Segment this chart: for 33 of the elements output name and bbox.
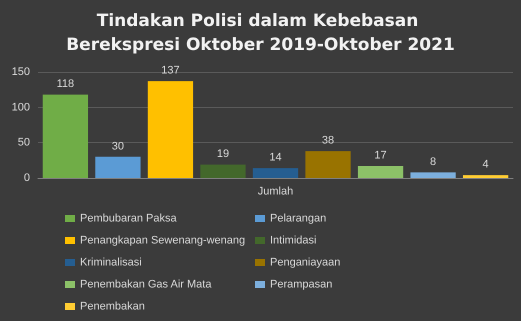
chart-title: Tindakan Polisi dalam Kebebasan Berekspresi Oktober 2019-Oktober 2021 — [66, 11, 455, 55]
legend-label: Intimidasi — [270, 234, 316, 246]
legend-label: Kriminalisasi — [80, 256, 142, 268]
bar — [148, 81, 194, 178]
data-label: 137 — [161, 64, 180, 77]
legend-label: Penembakan — [80, 300, 145, 312]
data-label: 17 — [374, 149, 387, 162]
bar — [95, 156, 141, 178]
bar — [358, 166, 404, 178]
y-tick-label: 100 — [12, 101, 30, 114]
x-tick-label: Jumlah — [258, 186, 294, 198]
legend-label: Penganiayaan — [270, 256, 340, 268]
data-label: 118 — [56, 78, 74, 90]
data-label: 4 — [482, 158, 489, 171]
y-tick-label: 0 — [24, 172, 30, 184]
data-label: 8 — [430, 156, 436, 168]
bar — [410, 172, 456, 178]
bar — [462, 175, 508, 178]
legend-label: Penembakan Gas Air Mata — [80, 278, 212, 290]
bar — [305, 151, 351, 178]
data-label: 38 — [322, 134, 334, 147]
data-label: 19 — [216, 148, 230, 160]
data-label: 14 — [269, 152, 282, 164]
data-label: 30 — [112, 140, 124, 152]
legend-label: Penangkapan Sewenang-wenang — [80, 234, 246, 246]
bar — [42, 94, 88, 178]
legend-label: Pelarangan — [270, 212, 326, 224]
y-tick-label: 150 — [12, 66, 30, 78]
legend-label: Pembubaran Paksa — [80, 212, 178, 224]
legend-label: Perampasan — [270, 278, 332, 290]
bar — [252, 168, 298, 178]
y-tick-label: 50 — [18, 136, 30, 149]
bar — [200, 164, 246, 178]
